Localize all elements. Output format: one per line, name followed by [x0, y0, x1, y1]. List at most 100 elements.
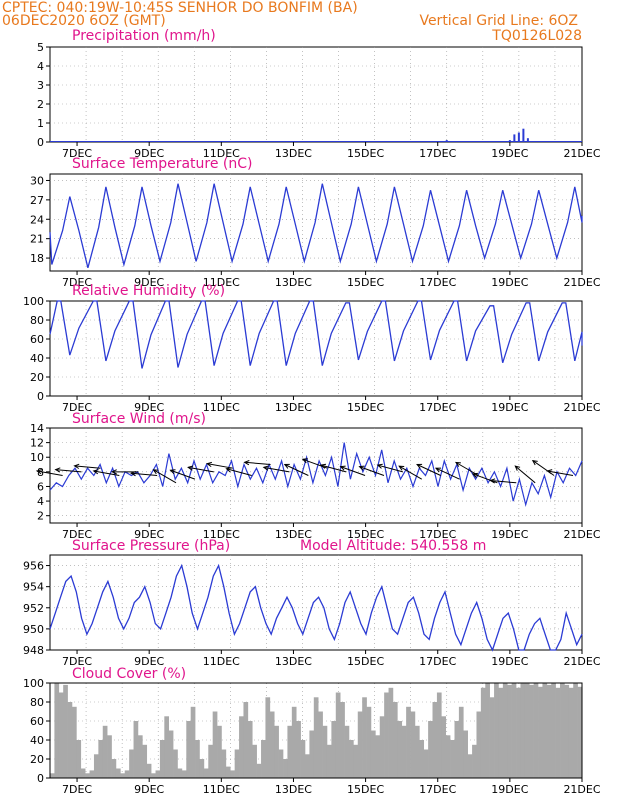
- panel-title: Relative Humidity (%): [72, 283, 225, 299]
- y-tick-label: 2: [37, 98, 44, 111]
- cloud-bar: [520, 683, 526, 778]
- cloud-bar: [533, 683, 539, 778]
- plot-frame: [49, 173, 583, 272]
- cloud-bar: [164, 716, 170, 779]
- cloud-bar: [432, 702, 438, 778]
- cloud-bar: [309, 730, 315, 778]
- x-tick-label: 11DEC: [203, 276, 240, 289]
- x-tick-label: 13DEC: [275, 528, 312, 541]
- cloud-bar: [111, 759, 117, 778]
- wind-arrow: [74, 465, 101, 469]
- wind-arrow-head: [35, 469, 42, 475]
- cloud-bar: [89, 770, 95, 778]
- x-tick-label: 17DEC: [419, 783, 456, 796]
- cloud-bar: [159, 740, 165, 778]
- panel-humidity: Relative Humidity (%) 0 20 40 60 80 100 7DEC 9DE…: [23, 283, 601, 414]
- panel-title: Precipitation (mm/h): [72, 28, 216, 44]
- x-tick-label: 15DEC: [347, 401, 384, 414]
- x-tick-label: 9DEC: [134, 783, 164, 796]
- wind-arrow-head: [489, 478, 496, 484]
- cloud-bar: [397, 721, 403, 778]
- y-tick-label: 18: [30, 252, 44, 265]
- cloud-bar: [212, 711, 218, 778]
- y-tick-label: 24: [30, 213, 44, 226]
- cloud-bar: [494, 683, 499, 778]
- wind-arrow-head: [398, 465, 405, 471]
- cloud-bar: [120, 773, 126, 779]
- wind-arrow: [472, 473, 498, 484]
- cloud-bar: [265, 697, 271, 779]
- cloud-bar: [173, 749, 178, 778]
- wind-arrow-head: [514, 465, 521, 471]
- wind-arrow-head: [205, 461, 213, 468]
- wind-arrow-head: [546, 469, 553, 475]
- wind-speed-line: [49, 442, 583, 508]
- cloud-bar: [247, 721, 253, 778]
- cloud-bar: [67, 702, 73, 778]
- wind-arrow: [490, 480, 517, 484]
- y-tick-label: 0: [37, 390, 44, 403]
- y-tick-label: 948: [23, 644, 44, 657]
- y-tick-label: 0: [37, 772, 44, 785]
- cloud-bar: [401, 725, 407, 779]
- cloud-bar: [85, 773, 90, 779]
- wind-arrow-head: [283, 463, 290, 469]
- cloud-bar: [269, 711, 275, 778]
- cloud-bar: [335, 692, 341, 778]
- cloud-bar: [283, 759, 288, 778]
- panel-title: Cloud Cover (%): [72, 666, 186, 682]
- wind-arrow-head: [92, 469, 99, 475]
- cloud-bar: [489, 697, 495, 779]
- y-tick-label: 3: [37, 79, 44, 92]
- x-tick-label: 19DEC: [491, 401, 528, 414]
- cloud-bar: [54, 683, 60, 778]
- x-tick-label: 15DEC: [347, 528, 384, 541]
- x-tick-label: 9DEC: [134, 528, 164, 541]
- x-tick-label: 15DEC: [347, 783, 384, 796]
- wind-arrow: [514, 465, 536, 484]
- x-tick-label: 11DEC: [203, 401, 240, 414]
- y-tick-label: 80: [30, 314, 44, 327]
- precip-bar: [513, 134, 516, 142]
- cloud-bar: [467, 754, 473, 779]
- cloud-bar: [507, 684, 512, 778]
- cloud-bar: [529, 684, 534, 778]
- cloud-bar: [137, 735, 143, 779]
- cloud-bar: [564, 684, 570, 778]
- cloud-bar: [146, 763, 152, 779]
- cloud-bar: [300, 740, 306, 778]
- cloud-bar: [115, 768, 121, 778]
- cloud-bar: [274, 725, 279, 779]
- y-tick-label: 12: [30, 437, 44, 450]
- y-tick-label: 30: [30, 174, 44, 187]
- wind-arrow-head: [169, 469, 176, 475]
- cloud-bar: [261, 740, 266, 778]
- wind-arrow: [359, 466, 385, 476]
- cloud-bar: [538, 686, 543, 778]
- wind-arrow-head: [339, 465, 346, 471]
- x-tick-label: 11DEC: [203, 147, 240, 160]
- cloud-bar: [186, 721, 191, 778]
- cloud-bar: [410, 711, 416, 778]
- wind-arrow-head: [111, 469, 117, 475]
- wind-arrow-head: [301, 458, 308, 464]
- cloud-bar: [414, 725, 420, 779]
- panel-precip: Precipitation (mm/h) 0 1 2 3 4 5 7DEC 9DEC 11DEC 1…: [37, 28, 601, 160]
- cloud-bar: [458, 706, 464, 779]
- wind-arrow-head: [262, 465, 269, 471]
- wind-arrow: [131, 472, 158, 476]
- cloud-bar: [340, 702, 345, 778]
- cloud-bar: [177, 768, 183, 778]
- cloud-bar: [511, 683, 517, 778]
- wind-arrow-head: [376, 463, 383, 469]
- x-tick-label: 17DEC: [419, 655, 456, 668]
- plot-frame: [49, 427, 583, 524]
- x-tick-label: 17DEC: [419, 147, 456, 160]
- cloud-bar: [199, 759, 205, 778]
- wind-arrow: [207, 463, 233, 469]
- cloud-bar: [476, 711, 482, 778]
- cloud-bar: [195, 740, 200, 778]
- cloud-bar: [423, 749, 429, 778]
- cloud-bar: [76, 740, 82, 778]
- x-tick-label: 9DEC: [134, 276, 164, 289]
